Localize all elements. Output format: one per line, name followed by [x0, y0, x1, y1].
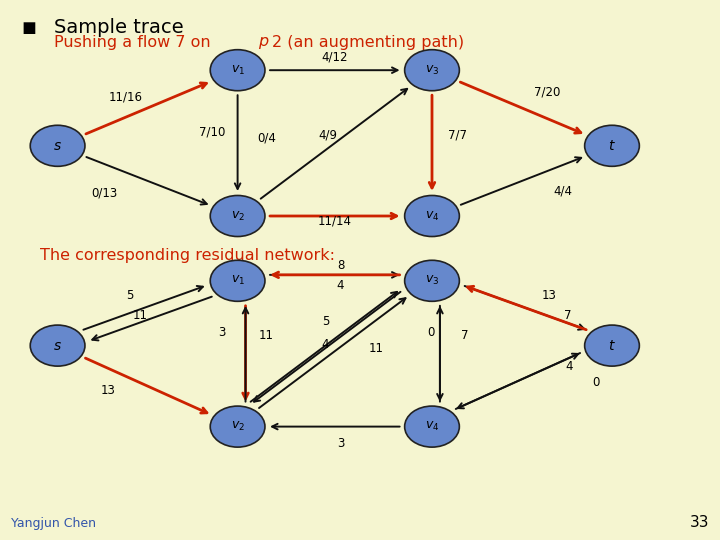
Text: 11/16: 11/16 — [109, 91, 143, 104]
Text: $\mathit{s}$: $\mathit{s}$ — [53, 339, 62, 353]
Text: $\mathit{s}$: $\mathit{s}$ — [53, 139, 62, 153]
Circle shape — [210, 406, 265, 447]
Circle shape — [585, 325, 639, 366]
Circle shape — [405, 406, 459, 447]
Text: 0: 0 — [427, 326, 434, 339]
Text: 0/4: 0/4 — [257, 131, 276, 144]
Circle shape — [405, 195, 459, 237]
Circle shape — [30, 325, 85, 366]
Text: $v_1$: $v_1$ — [230, 64, 245, 77]
Text: 7: 7 — [461, 329, 468, 342]
Text: $v_2$: $v_2$ — [230, 420, 245, 433]
Text: 4: 4 — [337, 279, 344, 292]
Text: ◼: ◼ — [22, 19, 37, 37]
Circle shape — [210, 260, 265, 301]
Text: 3: 3 — [337, 437, 344, 450]
Text: 3: 3 — [218, 326, 225, 339]
Text: 11: 11 — [259, 329, 274, 342]
Text: 11/14: 11/14 — [318, 215, 352, 228]
Text: $\mathit{t}$: $\mathit{t}$ — [608, 139, 616, 153]
Text: Pushing a flow 7 on: Pushing a flow 7 on — [54, 35, 216, 50]
Text: $p$: $p$ — [258, 35, 269, 51]
Text: 13: 13 — [101, 384, 115, 397]
Circle shape — [210, 195, 265, 237]
Text: Sample trace: Sample trace — [54, 18, 184, 37]
Text: 0/13: 0/13 — [91, 186, 117, 199]
Text: $v_4$: $v_4$ — [425, 420, 439, 433]
Text: 13: 13 — [541, 289, 556, 302]
Text: 2 (an augmenting path): 2 (an augmenting path) — [272, 35, 464, 50]
Text: 33: 33 — [690, 515, 709, 530]
Text: 5: 5 — [322, 315, 329, 328]
Text: 0: 0 — [593, 376, 600, 389]
Circle shape — [30, 125, 85, 166]
Text: $v_4$: $v_4$ — [425, 210, 439, 222]
Text: 5: 5 — [126, 289, 133, 302]
Text: 4/12: 4/12 — [322, 50, 348, 63]
Text: 4: 4 — [565, 360, 572, 373]
Text: 8: 8 — [337, 259, 344, 272]
Text: The corresponding residual network:: The corresponding residual network: — [40, 248, 335, 264]
Text: $v_3$: $v_3$ — [425, 274, 439, 287]
Text: 7/10: 7/10 — [199, 126, 225, 139]
Text: $\mathit{t}$: $\mathit{t}$ — [608, 339, 616, 353]
Text: 7/20: 7/20 — [534, 85, 560, 98]
Circle shape — [210, 50, 265, 91]
Text: 7: 7 — [564, 309, 571, 322]
Text: $v_2$: $v_2$ — [230, 210, 245, 222]
Text: $v_1$: $v_1$ — [230, 274, 245, 287]
Text: 4/9: 4/9 — [318, 129, 337, 141]
Text: 4/4: 4/4 — [554, 184, 572, 197]
Text: 7/7: 7/7 — [448, 129, 467, 141]
Circle shape — [405, 260, 459, 301]
Text: $v_3$: $v_3$ — [425, 64, 439, 77]
Text: Yangjun Chen: Yangjun Chen — [11, 517, 96, 530]
Text: 11: 11 — [133, 309, 148, 322]
Text: 4: 4 — [322, 338, 329, 351]
Circle shape — [585, 125, 639, 166]
Text: 11: 11 — [369, 342, 383, 355]
Circle shape — [405, 50, 459, 91]
